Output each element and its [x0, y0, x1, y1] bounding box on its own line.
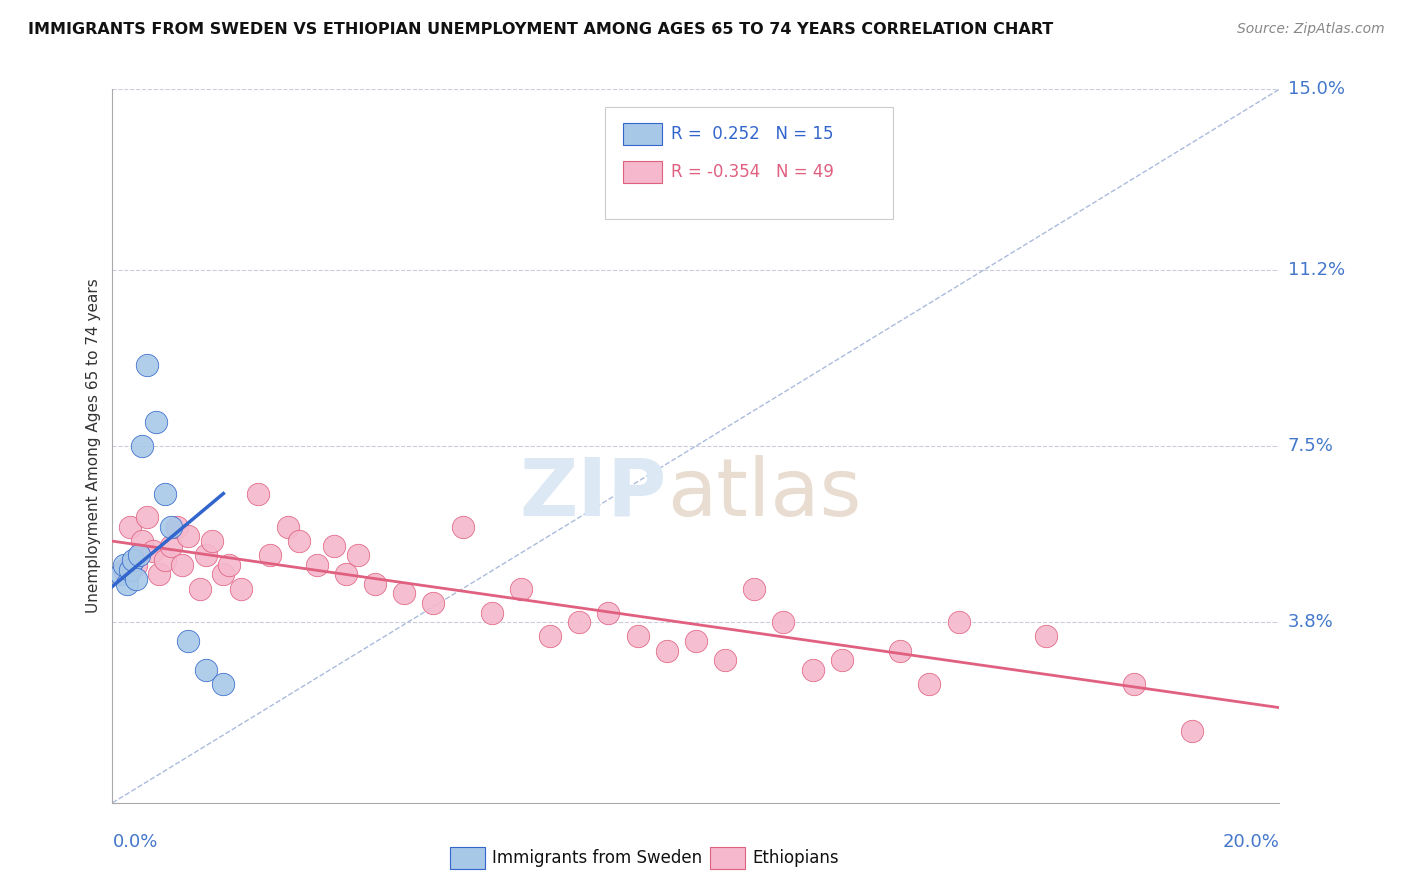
Text: 11.2%: 11.2% [1288, 261, 1346, 279]
Point [714, 653, 737, 667]
Point [142, 543, 165, 558]
Text: 0.0%: 0.0% [112, 833, 157, 851]
Point [166, 520, 188, 534]
Point [288, 534, 311, 549]
Point [160, 520, 183, 534]
Point [538, 629, 561, 643]
Point [422, 596, 444, 610]
Point [305, 558, 328, 572]
Point [685, 634, 707, 648]
Text: Source: ZipAtlas.com: Source: ZipAtlas.com [1237, 22, 1385, 37]
Point [148, 567, 170, 582]
Point [201, 534, 224, 549]
Text: atlas: atlas [666, 455, 860, 533]
Point [128, 549, 150, 563]
Point [125, 558, 148, 572]
Point [172, 558, 194, 572]
Point [889, 643, 911, 657]
Point [136, 358, 159, 372]
Point [153, 486, 176, 500]
Point [118, 563, 141, 577]
Point [335, 567, 357, 582]
Point [1035, 629, 1057, 643]
Point [259, 549, 281, 563]
Text: 15.0%: 15.0% [1288, 80, 1344, 98]
Point [112, 563, 135, 577]
Point [1122, 677, 1144, 691]
Text: 20.0%: 20.0% [1223, 833, 1279, 851]
Point [188, 582, 211, 596]
Point [918, 677, 941, 691]
Point [212, 677, 235, 691]
Point [948, 615, 970, 629]
Point [122, 553, 145, 567]
Point [772, 615, 794, 629]
Point [801, 663, 824, 677]
Point [276, 520, 298, 534]
Point [323, 539, 346, 553]
Point [112, 558, 135, 572]
Point [212, 567, 235, 582]
Point [831, 653, 853, 667]
Point [177, 634, 200, 648]
Point [364, 577, 387, 591]
Point [392, 586, 416, 600]
Text: Immigrants from Sweden: Immigrants from Sweden [492, 849, 702, 867]
Point [229, 582, 252, 596]
Point [153, 553, 176, 567]
Point [218, 558, 240, 572]
Text: 7.5%: 7.5% [1288, 437, 1334, 455]
Point [598, 606, 620, 620]
Point [194, 549, 217, 563]
Point [131, 534, 153, 549]
Point [160, 539, 183, 553]
Point [568, 615, 591, 629]
Point [742, 582, 765, 596]
Text: R = -0.354   N = 49: R = -0.354 N = 49 [671, 163, 834, 181]
Point [125, 572, 148, 586]
Point [115, 577, 138, 591]
Point [451, 520, 474, 534]
Point [118, 520, 141, 534]
Text: 3.8%: 3.8% [1288, 613, 1333, 631]
Point [509, 582, 531, 596]
Point [655, 643, 678, 657]
Point [110, 567, 132, 582]
Y-axis label: Unemployment Among Ages 65 to 74 years: Unemployment Among Ages 65 to 74 years [86, 278, 101, 614]
Text: IMMIGRANTS FROM SWEDEN VS ETHIOPIAN UNEMPLOYMENT AMONG AGES 65 TO 74 YEARS CORRE: IMMIGRANTS FROM SWEDEN VS ETHIOPIAN UNEM… [28, 22, 1053, 37]
Point [194, 663, 217, 677]
Point [626, 629, 648, 643]
Text: R =  0.252   N = 15: R = 0.252 N = 15 [671, 125, 834, 143]
Point [131, 439, 153, 453]
Point [481, 606, 503, 620]
Point [346, 549, 368, 563]
Point [145, 415, 167, 429]
Point [1181, 724, 1204, 739]
Text: Ethiopians: Ethiopians [752, 849, 839, 867]
Point [247, 486, 270, 500]
Point [177, 529, 200, 543]
Point [136, 510, 159, 524]
Text: ZIP: ZIP [520, 455, 666, 533]
